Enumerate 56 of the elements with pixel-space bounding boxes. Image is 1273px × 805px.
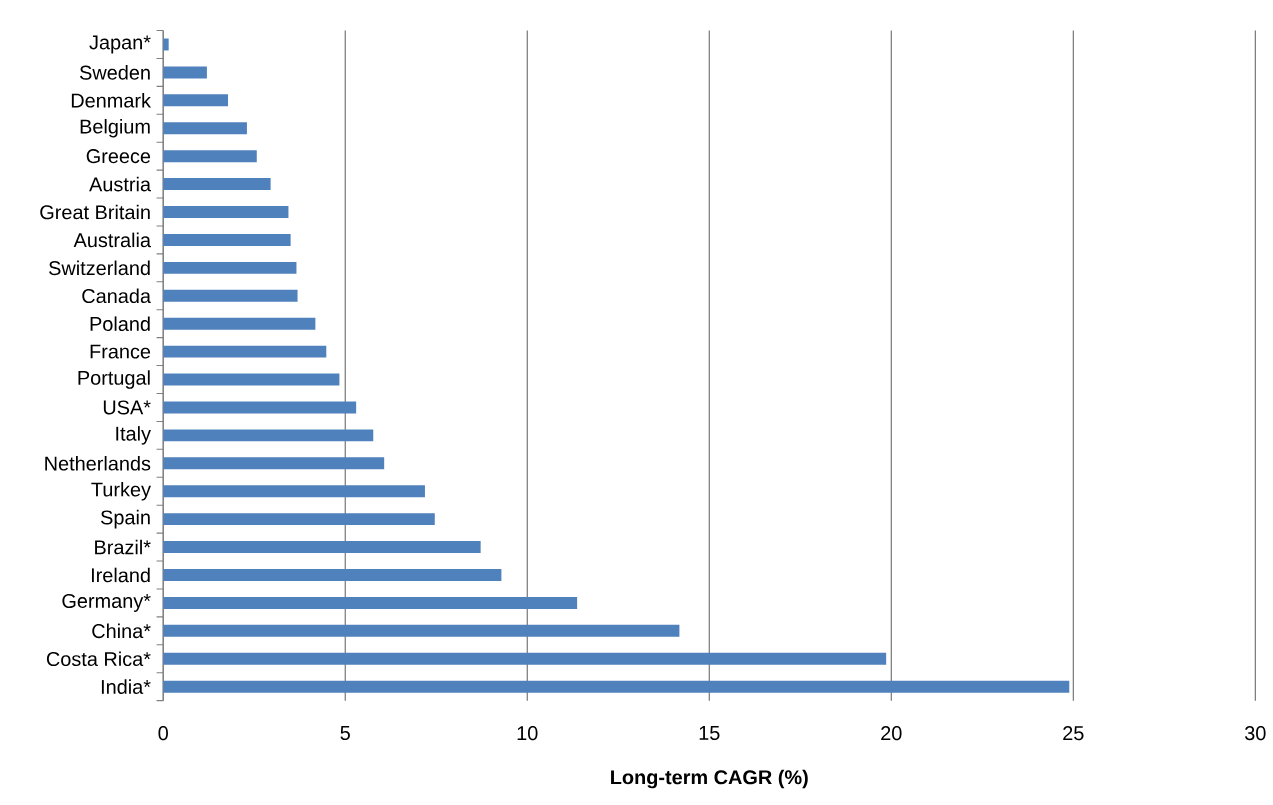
y-tick-label: China* <box>92 623 151 638</box>
bar <box>163 540 481 553</box>
y-tick-label: Denmark <box>71 92 152 108</box>
bar <box>163 345 327 358</box>
y-tick-label: Australia <box>73 232 151 248</box>
bar <box>163 66 207 79</box>
bar <box>163 177 271 190</box>
bar <box>163 205 289 218</box>
y-tick-label: Austria <box>89 176 152 192</box>
bar <box>163 485 425 497</box>
bar <box>163 680 1070 693</box>
x-tick-label: 20 <box>881 725 902 740</box>
bar <box>163 149 257 162</box>
bar <box>163 596 578 609</box>
y-tick-label: Portugal <box>78 370 150 389</box>
y-tick-label: Italy <box>116 425 151 445</box>
y-tick-label: Netherlands <box>45 455 151 471</box>
bar <box>163 122 247 134</box>
bar <box>163 38 169 51</box>
y-tick-label: Great Britain <box>40 204 150 220</box>
x-axis-title: Long-term CAGR (%) <box>611 769 808 789</box>
y-tick-label: Brazil* <box>95 539 151 555</box>
y-tick-label: Costa Rica* <box>46 651 151 666</box>
x-tick-label: 30 <box>1244 725 1266 740</box>
x-tick-label: 0 <box>158 725 168 740</box>
bar <box>163 261 297 274</box>
bar <box>163 94 229 107</box>
bar <box>163 568 502 581</box>
y-tick-label: Turkey <box>91 481 151 501</box>
y-tick-label: Poland <box>90 316 150 331</box>
y-tick-label: Belgium <box>80 118 150 138</box>
bar <box>163 457 385 470</box>
bar <box>163 512 435 525</box>
bar <box>163 317 316 330</box>
y-tick-label: Japan* <box>89 35 151 54</box>
x-tick-label: 10 <box>517 725 538 740</box>
y-tick-label: Germany* <box>62 593 151 612</box>
y-tick-label: Greece <box>86 148 151 163</box>
x-tick-label: 25 <box>1063 725 1084 740</box>
x-tick-label: 15 <box>699 725 720 740</box>
y-tick-label: India* <box>101 679 151 694</box>
bar <box>163 373 340 386</box>
y-tick-label: Switzerland <box>49 260 150 275</box>
bar <box>163 429 374 442</box>
bar <box>163 401 357 414</box>
y-tick-label: Sweden <box>79 64 150 80</box>
y-tick-label: USA* <box>103 400 151 415</box>
y-tick-label: Ireland <box>91 567 150 583</box>
bar <box>163 289 298 302</box>
y-tick-label: France <box>90 344 151 359</box>
bar <box>163 624 680 637</box>
bar <box>163 652 887 665</box>
y-tick-label: Canada <box>82 288 151 303</box>
y-tick-label: Spain <box>101 509 150 529</box>
x-tick-label: 5 <box>340 725 350 740</box>
bar <box>163 233 291 246</box>
